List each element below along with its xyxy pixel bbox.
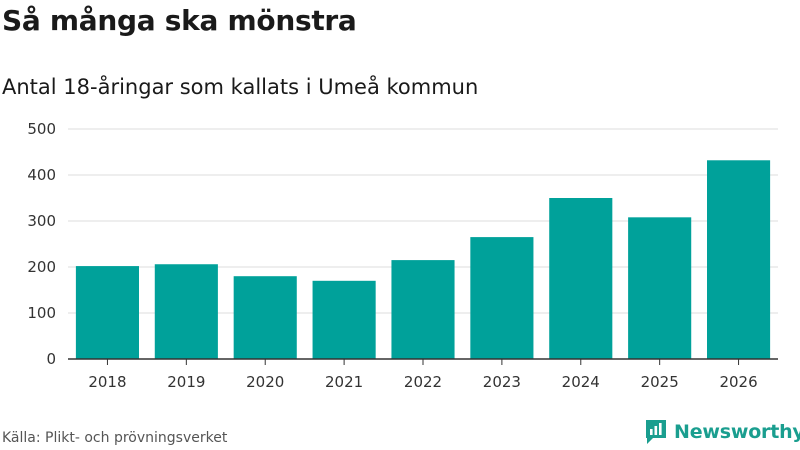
source-note: Källa: Plikt- och prövningsverket <box>2 430 228 446</box>
x-tick-label: 2026 <box>719 373 757 391</box>
y-tick-label: 100 <box>27 304 56 322</box>
y-tick-label: 0 <box>46 350 56 368</box>
y-tick-label: 400 <box>27 166 56 184</box>
x-tick-label: 2024 <box>562 373 600 391</box>
x-tick-label: 2022 <box>404 373 442 391</box>
y-tick-label: 300 <box>27 212 56 230</box>
bar-2023 <box>470 237 534 359</box>
brand-name: Newsworthy <box>674 421 800 443</box>
bar-2018 <box>75 266 139 359</box>
bar-2026 <box>707 160 771 359</box>
bar-2020 <box>233 276 297 359</box>
x-tick-label: 2020 <box>246 373 284 391</box>
y-tick-label: 200 <box>27 258 56 276</box>
bar-2019 <box>154 264 218 359</box>
x-tick-label: 2025 <box>641 373 679 391</box>
y-tick-label: 500 <box>27 120 56 138</box>
chart-title: Så många ska mönstra <box>2 4 357 37</box>
bar-2021 <box>312 280 376 359</box>
newsworthy-logo-icon <box>646 420 666 444</box>
chart-subtitle: Antal 18-åringar som kallats i Umeå komm… <box>2 75 479 99</box>
bar-2022 <box>391 260 455 359</box>
x-tick-label: 2021 <box>325 373 363 391</box>
x-tick-label: 2023 <box>483 373 521 391</box>
bar-2025 <box>628 217 692 359</box>
x-tick-label: 2019 <box>167 373 205 391</box>
bar-2024 <box>549 198 613 359</box>
brand-logo: Newsworthy <box>644 418 800 446</box>
x-tick-label: 2018 <box>88 373 126 391</box>
